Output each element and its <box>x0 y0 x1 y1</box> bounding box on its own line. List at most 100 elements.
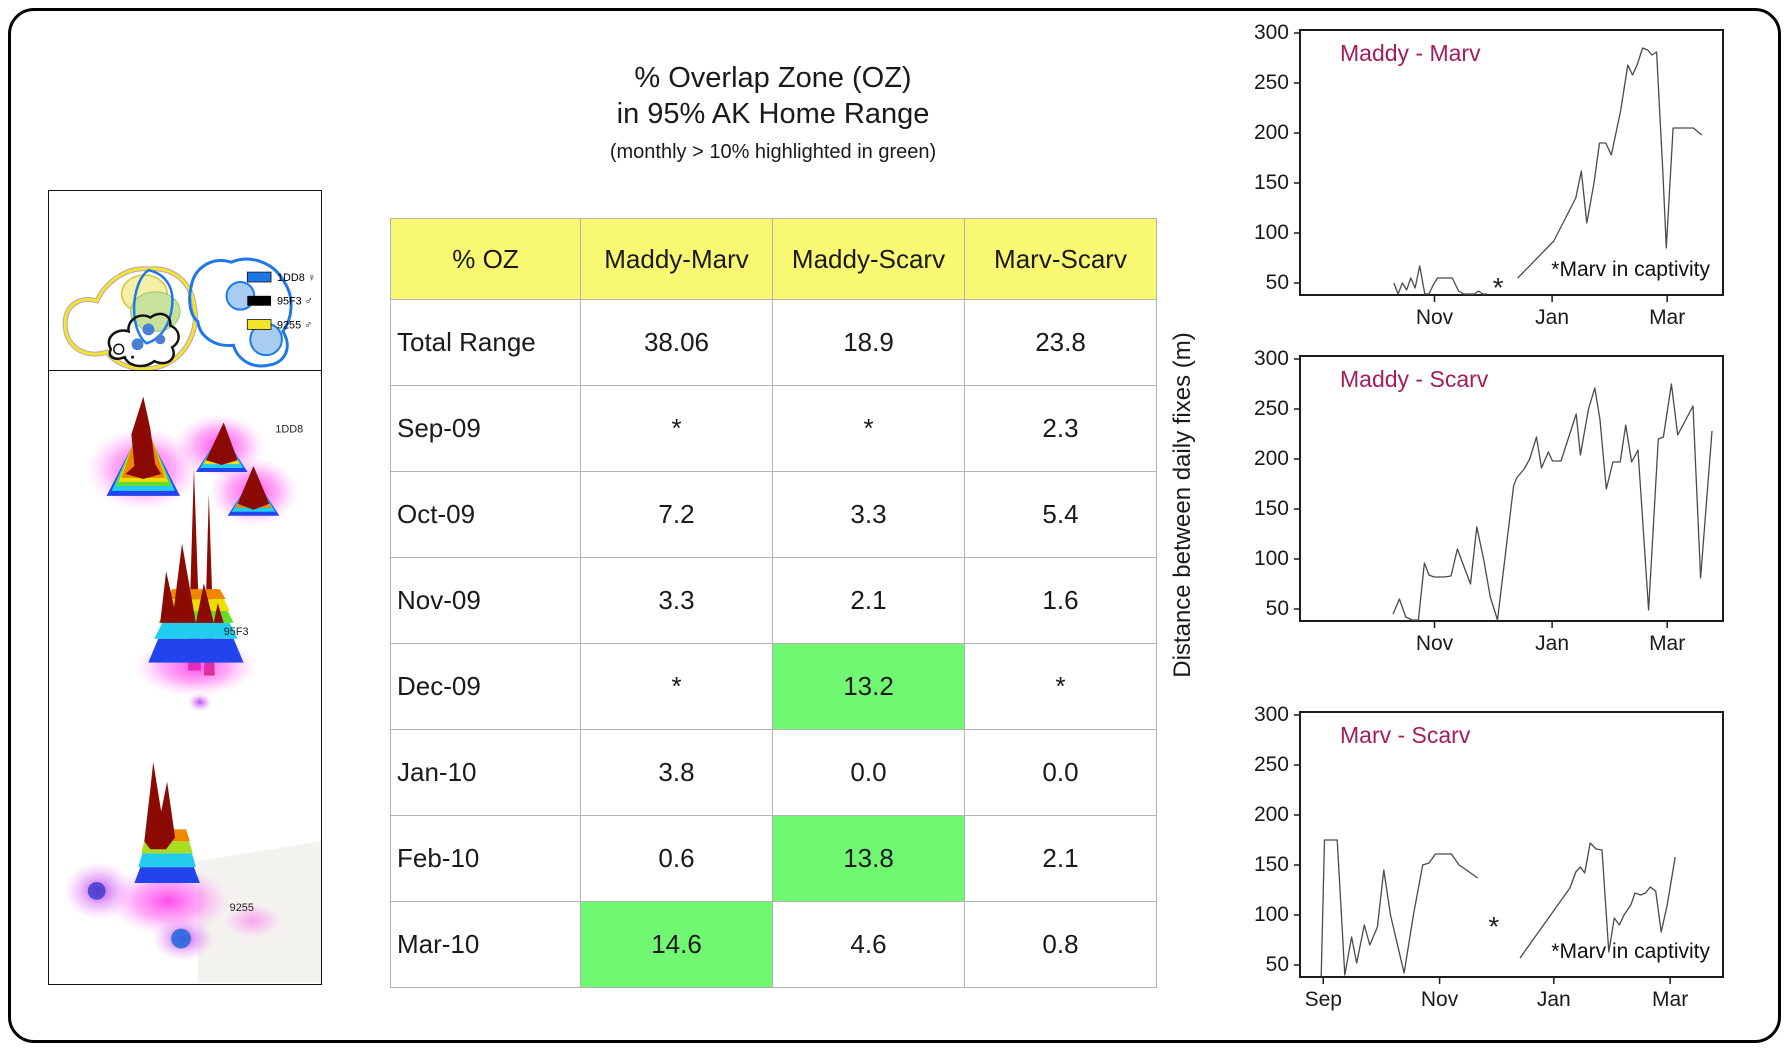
x-tick-label: Nov <box>1415 306 1454 329</box>
y-axis-label: Distance between daily fixes (m) <box>1169 332 1196 678</box>
line-plot: * <box>1294 711 1724 984</box>
y-tick-label: 200 <box>1253 121 1289 144</box>
cell-value: 38.06 <box>580 299 773 386</box>
gap-asterisk: * <box>1493 272 1504 303</box>
y-tick-label: 200 <box>1253 447 1289 470</box>
row-label: Feb-10 <box>390 815 581 902</box>
captivity-note: *Marv in captivity <box>1551 940 1710 963</box>
core-9255-left <box>87 881 106 900</box>
home-range-map: 1DD8 ♀ 95F3 ♂ 9255 ♂ <box>62 257 316 370</box>
row-label: Total Range <box>390 299 581 386</box>
figure-title-line2: in 95% AK Home Range <box>616 98 930 130</box>
chart-title: Maddy - Scarv <box>1340 366 1489 392</box>
x-ticks: Nov Jan Mar <box>1292 632 1732 662</box>
home-range-map-panel: 1DD8 ♀ 95F3 ♂ 9255 ♂ <box>48 190 322 371</box>
y-tick-label: 300 <box>1253 347 1289 370</box>
y-tick-label: 50 <box>1265 953 1289 976</box>
cell-value: 0.8 <box>964 901 1157 988</box>
overlap-table-body: Total Range 38.06 18.9 23.8 Sep-09 * * 2.3 Oct-0… <box>390 299 1157 988</box>
band-95f3 <box>154 622 238 639</box>
cell-value: 0.6 <box>580 815 773 902</box>
legend-swatch-black <box>247 295 272 306</box>
legend-label-95f3: 95F3 ♂ <box>277 296 313 308</box>
peak-95f3-cluster <box>160 543 224 623</box>
y-tick-label: 300 <box>1253 703 1289 726</box>
y-tick-label: 50 <box>1265 597 1289 620</box>
row-label: Jan-10 <box>390 729 581 816</box>
cell-value: 23.8 <box>964 299 1157 386</box>
row-label: Nov-09 <box>390 557 581 644</box>
heatmap-panel: 1DD8 95F3 9255 <box>48 371 322 985</box>
y-tick-label: 250 <box>1253 753 1289 776</box>
y-ticks: 300 250 200 150 100 50 <box>1237 347 1289 630</box>
overlap-table: % OZ Maddy-Marv Maddy-Scarv Marv-Scarv T… <box>390 218 1157 988</box>
table-row: Jan-10 3.8 0.0 0.0 <box>390 729 1157 816</box>
table-row: Sep-09 * * 2.3 <box>390 385 1157 472</box>
cell-value: 2.1 <box>772 557 965 644</box>
legend-label-9255: 9255 ♂ <box>277 319 312 331</box>
cell-value: 4.6 <box>772 901 965 988</box>
line-plot <box>1294 355 1724 628</box>
heatmap-label-9255: 9255 <box>230 902 254 914</box>
cell-value: 5.4 <box>964 471 1157 558</box>
table-row: Feb-10 0.6 13.8 2.1 <box>390 815 1157 902</box>
male-9255-contour <box>63 267 197 370</box>
legend-swatch-yellow <box>246 319 272 330</box>
y-tick-label: 200 <box>1253 803 1289 826</box>
map-black-dot <box>131 355 135 359</box>
map-legend: 1DD8 ♀ 95F3 ♂ 9255 ♂ <box>246 271 316 331</box>
chart-area: * Maddy - Marv *Marv in captivity Nov Jan… <box>1292 28 1732 340</box>
table-row: Oct-09 7.2 3.3 5.4 <box>390 471 1157 558</box>
x-tick-label: Nov <box>1420 988 1459 1011</box>
row-label: Oct-09 <box>390 471 581 558</box>
heatmap-label-95f3: 95F3 <box>224 626 249 638</box>
map-blue-blob-3 <box>131 338 144 351</box>
x-tick-label: Mar <box>1649 306 1686 329</box>
x-tick-label: Nov <box>1415 632 1454 655</box>
cell-value: 14.6 <box>580 901 773 988</box>
core-9255-bottom <box>171 928 191 949</box>
legend-label-1dd8: 1DD8 ♀ <box>277 272 316 284</box>
male-95f3-contour <box>107 312 180 368</box>
figure-title-block: % Overlap Zone (OZ) in 95% AK Home Range… <box>423 60 1123 164</box>
table-row: Nov-09 3.3 2.1 1.6 <box>390 557 1157 644</box>
cell-value: * <box>580 385 773 472</box>
glow-9255-right <box>222 902 283 939</box>
male-95f3-core <box>113 343 125 355</box>
row-label: Mar-10 <box>390 901 581 988</box>
band-95f3 <box>148 638 244 663</box>
y-tick-label: 300 <box>1253 21 1289 44</box>
blob-95f3 <box>187 693 212 712</box>
x-tick-label: Mar <box>1649 632 1686 655</box>
chart-title: Marv - Scarv <box>1340 722 1471 748</box>
cell-value: 13.2 <box>772 643 965 730</box>
chart-title: Maddy - Marv <box>1340 40 1481 66</box>
chart-area: * Marv - Scarv *Marv in captivity Sep Nov… <box>1292 710 1732 1022</box>
peak-9255-main <box>144 761 176 850</box>
x-tick-label: Jan <box>1535 632 1570 655</box>
col-header-marv-scarv: Marv-Scarv <box>964 218 1157 300</box>
y-tick-label: 150 <box>1253 171 1289 194</box>
y-ticks: 300 250 200 150 100 50 <box>1237 21 1289 304</box>
x-tick-label: Jan <box>1536 988 1571 1011</box>
x-tick-label: Sep <box>1304 988 1342 1011</box>
figure-subtitle: (monthly > 10% highlighted in green) <box>609 141 937 163</box>
cell-value: 3.8 <box>580 729 773 816</box>
chart-maddy-scarv: 300 250 200 150 100 50 Maddy - Scarv Nov Jan Ma… <box>1237 347 1740 666</box>
cell-value: 3.3 <box>580 557 773 644</box>
table-row: Dec-09 * 13.2 * <box>390 643 1157 730</box>
legend-swatch-blue <box>246 271 272 283</box>
peak-1dd8-b <box>205 422 238 466</box>
col-header-maddy-scarv: Maddy-Scarv <box>772 218 965 300</box>
row-label: Sep-09 <box>390 385 581 472</box>
peak-1dd8-main <box>125 396 162 479</box>
y-ticks: 300 250 200 150 100 50 <box>1237 703 1289 986</box>
cell-value: 0.0 <box>964 729 1157 816</box>
y-tick-label: 150 <box>1253 853 1289 876</box>
y-tick-label: 50 <box>1265 271 1289 294</box>
y-tick-label: 100 <box>1253 903 1289 926</box>
female-1dd8-contour <box>188 257 293 368</box>
table-row: Total Range 38.06 18.9 23.8 <box>390 299 1157 386</box>
cell-value: 1.6 <box>964 557 1157 644</box>
row-label: Dec-09 <box>390 643 581 730</box>
